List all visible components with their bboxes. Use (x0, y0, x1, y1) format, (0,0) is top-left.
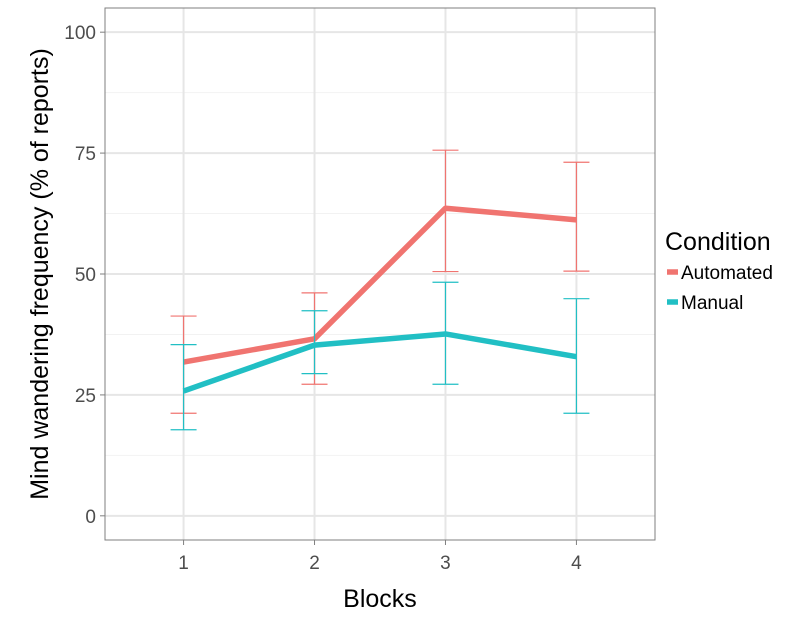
y-tick-label: 0 (85, 507, 96, 528)
legend-item-automated: Automated (667, 263, 773, 284)
x-tick-label: 1 (178, 553, 189, 574)
series-line (183, 205, 577, 365)
error-bar (563, 161, 590, 272)
y-tick-label: 25 (75, 386, 96, 407)
grid (105, 8, 655, 540)
series-line (182, 331, 577, 394)
legend-title: Condition (665, 228, 771, 256)
error-bar (170, 344, 197, 431)
y-tick-label: 100 (64, 23, 96, 44)
x-tick-label: 4 (571, 553, 582, 574)
series-manual (170, 281, 590, 431)
series-layer (170, 149, 590, 431)
legend-item-manual: Manual (667, 293, 743, 314)
y-axis-title: Mind wandering frequency (% of reports) (26, 48, 54, 500)
legend-label: Manual (681, 293, 743, 314)
y-tick-label: 75 (75, 144, 96, 165)
legend: Condition Automated Manual (665, 228, 773, 314)
y-tick-label: 50 (75, 265, 96, 286)
error-bar (301, 310, 328, 375)
x-tick-label: 3 (440, 553, 451, 574)
legend-label: Automated (681, 263, 773, 284)
axis-ticks: 0 25 50 75 100 1 2 3 4 (64, 23, 582, 574)
x-axis-title: Blocks (343, 585, 417, 613)
x-tick-label: 2 (309, 553, 320, 574)
